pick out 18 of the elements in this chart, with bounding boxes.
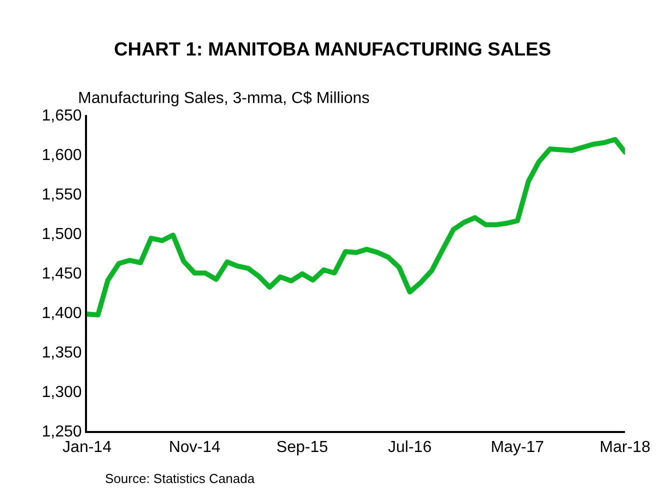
y-tick-label: 1,300 — [42, 384, 82, 402]
y-tick-label: 1,400 — [42, 305, 82, 322]
chart-title: CHART 1: MANITOBA MANUFACTURING SALES — [114, 40, 551, 61]
x-tick-label: Jul-16 — [388, 439, 432, 456]
y-tick-label: 1,650 — [42, 108, 82, 125]
x-tick-label: May-17 — [490, 439, 544, 456]
y-tick-label: 1,550 — [42, 186, 82, 204]
x-tick-label: Sep-15 — [276, 439, 328, 456]
y-tick-label: 1,450 — [42, 266, 82, 283]
y-tick-label: 1,250 — [42, 424, 82, 441]
source-note: Source: Statistics Canada — [105, 471, 256, 486]
y-tick-label: 1,600 — [42, 147, 82, 164]
x-tick-label: Nov-14 — [168, 439, 220, 456]
y-tick-label: 1,350 — [42, 344, 82, 362]
y-tick-label: 1,500 — [42, 226, 82, 244]
x-tick-label: Mar-18 — [600, 439, 650, 456]
x-tick-label: Jan-14 — [62, 439, 112, 456]
y-axis-title: Manufacturing Sales, 3-mma, C$ Millions — [78, 90, 370, 107]
